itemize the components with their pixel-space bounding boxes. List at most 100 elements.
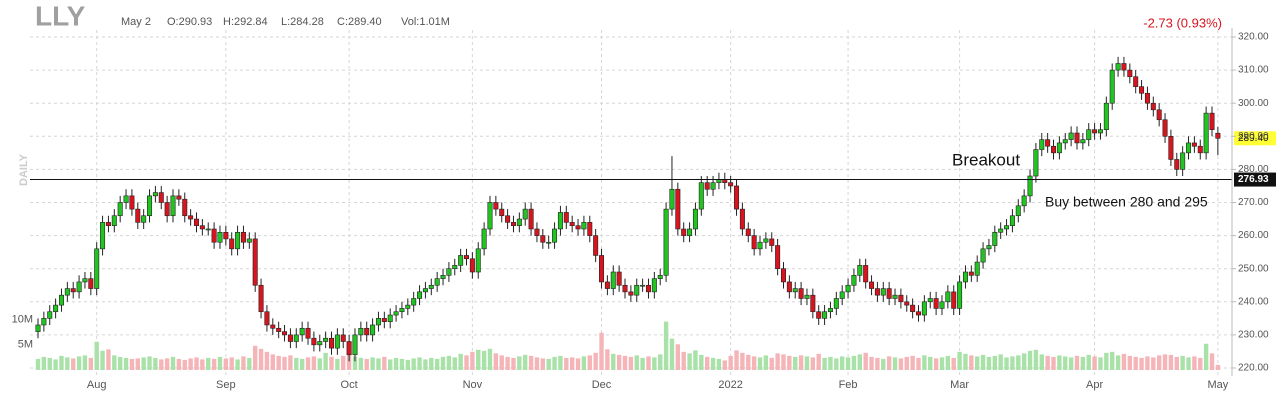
volume-bar [963,353,968,370]
candle-body [193,218,199,226]
candle-body [593,235,599,256]
candle-body [205,228,211,231]
volume-bar [710,357,716,370]
candle-body [745,228,751,236]
volume-bar [311,356,317,370]
candle-body [640,284,646,287]
annotation: Breakout [952,150,1020,169]
candle-body [100,222,106,250]
candle-body [217,231,223,243]
volume-bar [775,353,780,370]
candle-body [634,284,640,296]
candle-body [70,288,76,293]
candle-body [780,268,786,283]
volume-bar [176,358,182,370]
candle-body [581,222,587,230]
volume-bar [986,356,992,370]
volume-bar [123,357,129,370]
candle-body [563,212,569,223]
candle-body [739,208,745,230]
candle-body [264,311,270,326]
volume-bar [534,357,540,370]
volume-bar [781,354,786,370]
candle-body [170,195,176,217]
candle-body [199,225,205,230]
candle-body [675,188,681,230]
candle-body [211,228,217,243]
candle-body [387,314,393,322]
volume-bar [235,359,240,370]
price-change: -2.73 (0.93%) [1143,15,1222,30]
candle-body [839,291,845,299]
candle-body [1033,149,1039,177]
candle-body [933,298,939,309]
volume-bar [1180,355,1185,370]
volume-bar [1063,356,1068,370]
candle-body [1133,76,1139,87]
candle-body [757,241,763,250]
volume-bar [1010,356,1015,370]
candle-body [240,231,246,243]
volume-bar [839,356,845,370]
volume-bar [523,354,528,370]
candle-body [123,195,129,203]
candle-body [270,324,276,329]
candle-body [328,337,334,349]
x-tick-label: Feb [839,379,858,391]
candle-body [1180,152,1186,170]
info-open: O:290.93 [167,16,212,28]
volume-bar [663,321,669,370]
candle-body [992,231,998,246]
volume-bar [1098,357,1103,370]
volume-bar [282,356,287,370]
volume-bar [94,341,99,370]
volume-bar [393,357,399,370]
candle-body [880,288,886,296]
candle-body [804,294,810,299]
x-tick-label: 2022 [718,379,742,391]
candle-body [528,208,534,230]
volume-bar [716,358,722,370]
volume-bar [65,357,70,370]
y-tick-label: 230.00 [1238,330,1269,341]
candle-body [458,255,464,266]
volume-bar [1051,356,1056,370]
volume-bar [1156,355,1162,370]
candle-body [822,311,828,319]
volume-bar [904,356,909,370]
candle-body [599,255,605,283]
candle-body [1051,145,1057,154]
candle-body [141,215,147,223]
volume-bar [892,357,898,370]
volume-bar [922,355,927,370]
volume-bar [117,356,123,370]
volume-bar [399,358,405,370]
volume-bar [1174,356,1179,370]
candle-body [1080,139,1086,144]
volume-bar [1115,355,1121,370]
candle-body [229,238,235,250]
candle-body [188,215,194,220]
y-tick-label: 260.00 [1238,230,1269,241]
candle-body [921,301,927,316]
volume-bar [1074,355,1080,370]
volume-tick-label: 5M [18,339,33,351]
volume-bar [164,358,170,370]
volume-bar [135,358,140,370]
candle-body [1045,139,1051,147]
candle-body [1197,145,1203,154]
volume-bar [1027,350,1033,370]
candle-body [1092,129,1098,134]
volume-bar [763,355,769,370]
candle-body [1056,142,1062,154]
candle-body [1203,112,1209,154]
candle-body [622,284,628,293]
candle-body [1103,102,1109,130]
volume-bar [411,358,416,370]
volume-bar [129,358,135,370]
candle-body [1115,63,1121,71]
candle-body [1150,102,1156,111]
volume-bar [100,350,105,370]
volume-bar [1092,356,1097,370]
